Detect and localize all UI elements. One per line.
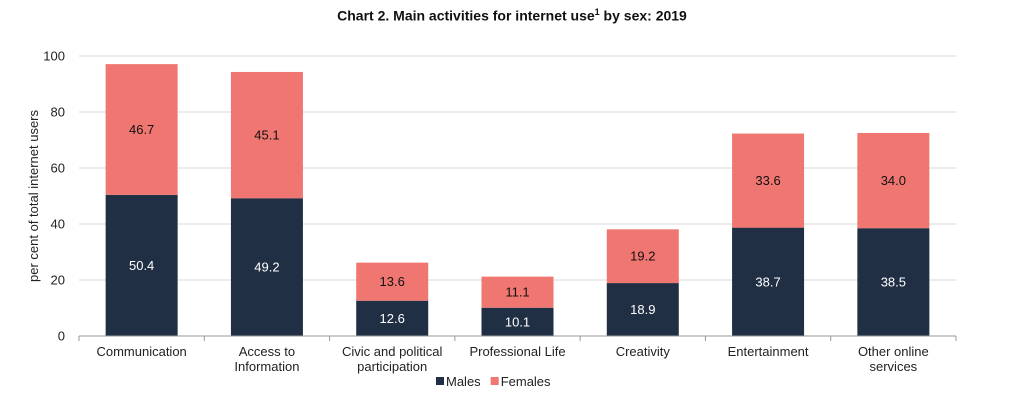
bar-males bbox=[857, 228, 930, 336]
bar-males bbox=[732, 227, 805, 336]
data-label: 34.0 bbox=[881, 173, 906, 188]
data-label: 49.2 bbox=[254, 260, 279, 275]
x-tick-label: Access to bbox=[239, 344, 295, 359]
data-label: 11.1 bbox=[505, 285, 529, 300]
data-label: 46.7 bbox=[129, 122, 154, 137]
chart-title: Chart 2. Main activities for internet us… bbox=[337, 7, 687, 24]
x-tick-label: Information bbox=[234, 359, 299, 374]
bar-females bbox=[230, 71, 303, 199]
bar-females bbox=[105, 64, 178, 195]
x-tick-label: Civic and political bbox=[342, 344, 443, 359]
y-tick-label: 40 bbox=[51, 217, 65, 232]
y-tick-label: 20 bbox=[51, 273, 65, 288]
data-label: 18.9 bbox=[630, 302, 655, 317]
x-tick-label: Professional Life bbox=[469, 344, 565, 359]
legend-label-females: Females bbox=[501, 374, 551, 389]
bar-females bbox=[356, 262, 429, 301]
bar-males bbox=[105, 194, 178, 336]
y-tick-label: 0 bbox=[58, 329, 65, 344]
bar-males bbox=[481, 307, 554, 336]
data-label: 50.4 bbox=[129, 258, 154, 273]
x-tick-label: services bbox=[870, 359, 918, 374]
bar-males bbox=[230, 198, 303, 336]
bar-females bbox=[481, 276, 554, 308]
y-tick-label: 80 bbox=[51, 105, 65, 120]
bar-males bbox=[606, 283, 679, 336]
data-label: 45.1 bbox=[254, 128, 279, 143]
x-tick-label: Other online bbox=[858, 344, 929, 359]
bar-females bbox=[857, 133, 930, 229]
legend-swatch-females bbox=[490, 377, 499, 385]
data-label: 10.1 bbox=[505, 314, 530, 329]
data-label: 38.7 bbox=[755, 274, 780, 289]
bar-females bbox=[732, 133, 805, 228]
y-tick-label: 60 bbox=[51, 161, 65, 176]
data-label: 12.6 bbox=[380, 311, 405, 326]
x-tick-label: Communication bbox=[96, 344, 186, 359]
bar-females bbox=[606, 229, 679, 284]
x-tick-label: participation bbox=[357, 359, 427, 374]
legend-swatch-males bbox=[436, 377, 444, 385]
data-label: 33.6 bbox=[755, 173, 780, 188]
data-label: 19.2 bbox=[630, 249, 655, 264]
legend-label-males: Males bbox=[446, 374, 481, 389]
data-label: 38.5 bbox=[881, 275, 906, 290]
data-label: 13.6 bbox=[380, 274, 405, 289]
x-tick-label: Entertainment bbox=[728, 344, 809, 359]
x-tick-label: Creativity bbox=[616, 344, 671, 359]
bar-males bbox=[356, 300, 429, 336]
y-tick-label: 100 bbox=[43, 49, 65, 64]
y-axis-label: per cent of total internet users bbox=[26, 110, 41, 282]
